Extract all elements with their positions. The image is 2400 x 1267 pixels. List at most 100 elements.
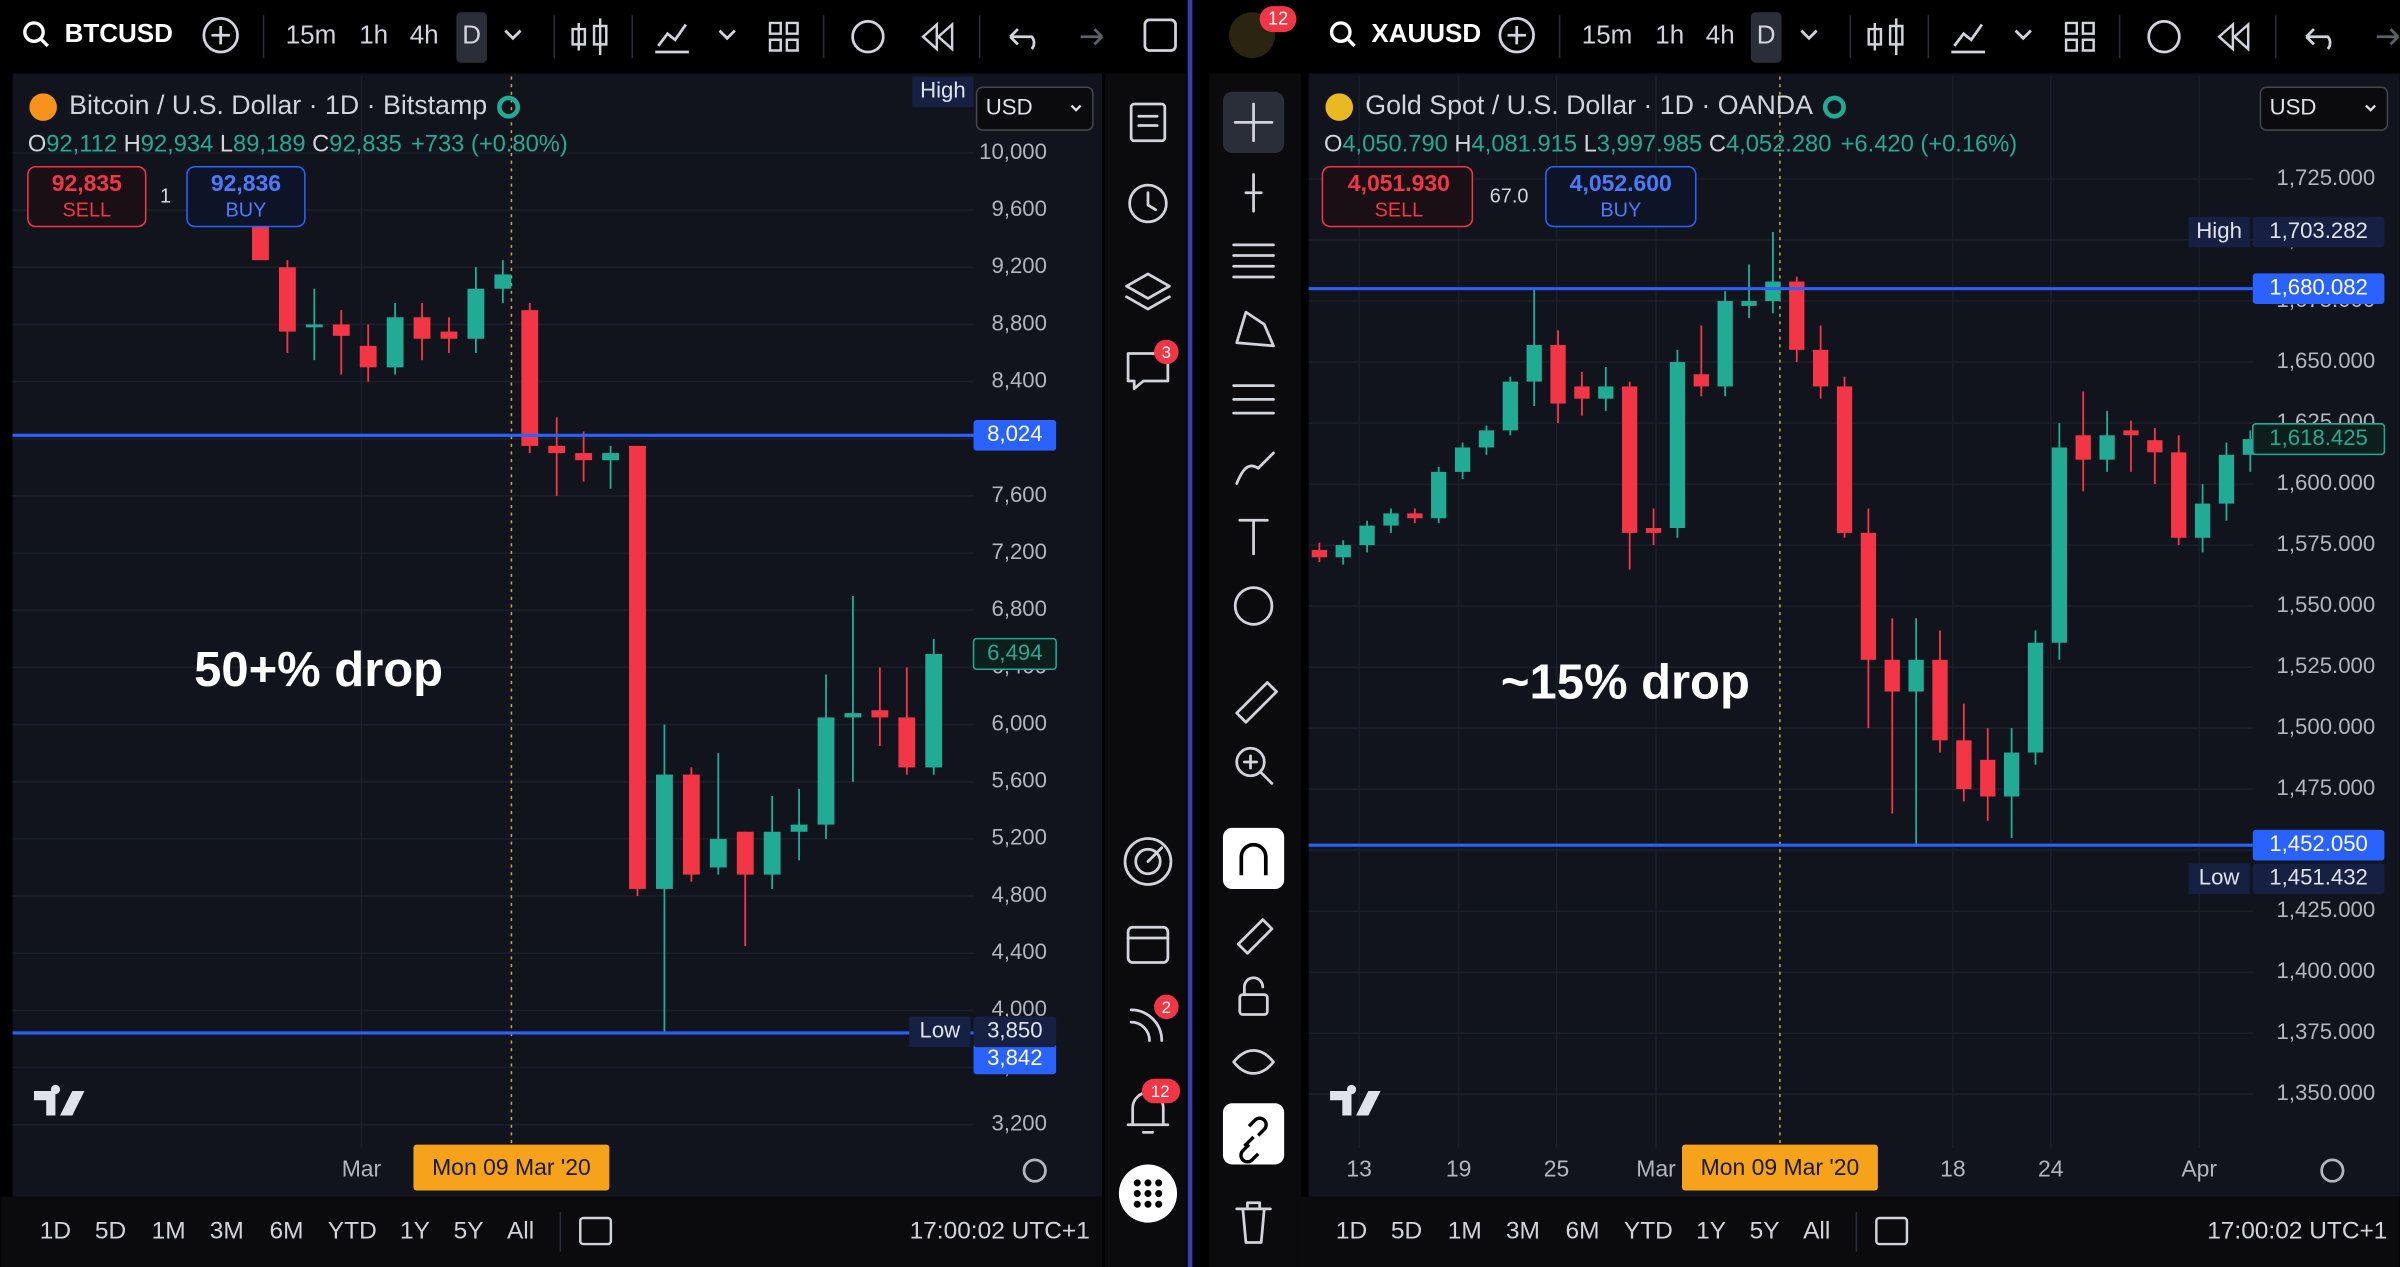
currency-select[interactable]: [2259, 86, 2389, 131]
range-button[interactable]: 5Y: [454, 1217, 484, 1244]
undo-icon[interactable]: [2305, 28, 2332, 50]
legend-title: Bitcoin / U.S. Dollar · 1D · Bitstamp: [69, 90, 487, 120]
tool-magnet-active: [1222, 827, 1285, 890]
tool-lines[interactable]: [1232, 243, 1275, 279]
range-button[interactable]: 6M: [269, 1217, 303, 1244]
price-tag-label: 1,452.050: [2269, 831, 2368, 856]
symbol-name[interactable]: XAUUSD: [1371, 18, 1481, 48]
range-button[interactable]: 1M: [152, 1217, 186, 1244]
range-button[interactable]: 5Y: [1750, 1217, 1780, 1244]
range-button[interactable]: All: [507, 1217, 534, 1244]
icon-alerts[interactable]: [1128, 183, 1168, 224]
settings-gear[interactable]: [2320, 1158, 2345, 1183]
range-button[interactable]: 6M: [1566, 1217, 1600, 1244]
price-tag: [973, 1016, 1057, 1048]
range-button[interactable]: 5D: [1391, 1217, 1422, 1244]
ohlc-value: 4,081.915: [1472, 132, 1577, 158]
search-icon[interactable]: [1329, 21, 1352, 43]
range-button[interactable]: 3M: [1506, 1217, 1540, 1244]
interval-selected: [456, 12, 487, 63]
tool-brush[interactable]: [1235, 451, 1275, 485]
layout-icon[interactable]: [2064, 21, 2095, 52]
candle-body: [2147, 440, 2163, 453]
price-tag: [2252, 273, 2385, 304]
price-tag: [2252, 829, 2385, 861]
interval-button[interactable]: 15m: [1582, 20, 1633, 50]
redo-icon[interactable]: [1080, 28, 1104, 46]
candle-body: [2075, 435, 2091, 460]
symbol-name[interactable]: BTCUSD: [65, 18, 173, 48]
range-button[interactable]: 3M: [210, 1217, 244, 1244]
interval-button[interactable]: D: [1757, 20, 1776, 50]
interval-button[interactable]: 4h: [410, 20, 439, 50]
tool-lock-drawings[interactable]: [1236, 918, 1274, 955]
candle-body: [252, 224, 269, 261]
indicators-icon[interactable]: [655, 23, 689, 54]
range-button[interactable]: 1D: [1336, 1217, 1367, 1244]
replay-icon[interactable]: [2217, 21, 2250, 52]
interval-button[interactable]: 1h: [359, 20, 388, 50]
chart-type-icon[interactable]: [571, 18, 608, 56]
tool-crosshair[interactable]: [1233, 102, 1274, 143]
interval-button[interactable]: D: [462, 20, 481, 50]
tool-visibility[interactable]: [1232, 1049, 1275, 1075]
currency-select[interactable]: [975, 86, 1094, 131]
icon-stream[interactable]: [1129, 1008, 1164, 1042]
range-button[interactable]: YTD: [1624, 1217, 1673, 1244]
interval-button[interactable]: 1h: [1655, 20, 1684, 50]
tag-name: High: [2196, 218, 2242, 243]
tool-cursor[interactable]: [1244, 173, 1263, 213]
buy-button[interactable]: [1545, 166, 1697, 228]
candle-body: [1478, 430, 1495, 448]
undo-icon[interactable]: [1009, 28, 1036, 50]
range-button[interactable]: 1Y: [400, 1217, 430, 1244]
buy-label: BUY: [225, 199, 266, 221]
tool-zoom[interactable]: [1235, 746, 1266, 778]
redo-icon[interactable]: [2376, 28, 2400, 46]
tool-ruler[interactable]: [1235, 681, 1278, 724]
sell-price: 92,835: [52, 170, 122, 196]
tool-emoji[interactable]: [1233, 586, 1274, 626]
interval-button[interactable]: 15m: [286, 20, 337, 50]
price-tick-label: 9,600: [991, 196, 1046, 221]
tool-pattern[interactable]: [1235, 310, 1275, 348]
range-button[interactable]: 1M: [1448, 1217, 1482, 1244]
date-range-icon[interactable]: [1875, 1216, 1909, 1246]
tool-text[interactable]: [1238, 518, 1269, 556]
price-tick-label: 6,000: [991, 710, 1046, 735]
icon-watchlist[interactable]: [1129, 102, 1167, 143]
range-button[interactable]: YTD: [328, 1217, 377, 1244]
icon-layers[interactable]: [1125, 272, 1171, 311]
range-button[interactable]: 5D: [95, 1217, 126, 1244]
buy-button[interactable]: [186, 166, 306, 228]
sell-button[interactable]: [27, 166, 147, 228]
icon-calendar[interactable]: [1126, 925, 1170, 964]
search-icon[interactable]: [23, 21, 45, 43]
candle-body: [763, 831, 781, 875]
candle-body: [467, 288, 485, 339]
tool-fib[interactable]: [1232, 384, 1275, 415]
sell-button[interactable]: [1321, 166, 1474, 228]
fullscreen-icon[interactable]: [1143, 18, 1177, 52]
compare-button[interactable]: [202, 16, 239, 54]
interval-button[interactable]: 4h: [1706, 20, 1735, 50]
alert-icon[interactable]: [851, 20, 885, 54]
icon-target[interactable]: [1123, 837, 1173, 886]
badge: [1154, 339, 1179, 365]
alert-icon[interactable]: [2147, 20, 2181, 54]
price-tick-label: 1,525.000: [2277, 653, 2376, 678]
date-range-icon[interactable]: [579, 1216, 613, 1246]
range-button[interactable]: 1Y: [1696, 1217, 1726, 1244]
tool-trash[interactable]: [1235, 1201, 1272, 1244]
range-button[interactable]: All: [1803, 1217, 1830, 1244]
price-tick-label: 1,575.000: [2277, 531, 2376, 556]
tool-lock[interactable]: [1238, 993, 1269, 1016]
settings-gear[interactable]: [1022, 1158, 1047, 1183]
indicators-icon[interactable]: [1951, 23, 1985, 54]
tool-link-active: [1222, 1103, 1285, 1165]
layout-icon[interactable]: [768, 21, 799, 52]
compare-button[interactable]: [1498, 16, 1535, 54]
replay-icon[interactable]: [921, 21, 954, 52]
chart-type-icon[interactable]: [1867, 18, 1904, 56]
range-button[interactable]: 1D: [40, 1217, 71, 1244]
